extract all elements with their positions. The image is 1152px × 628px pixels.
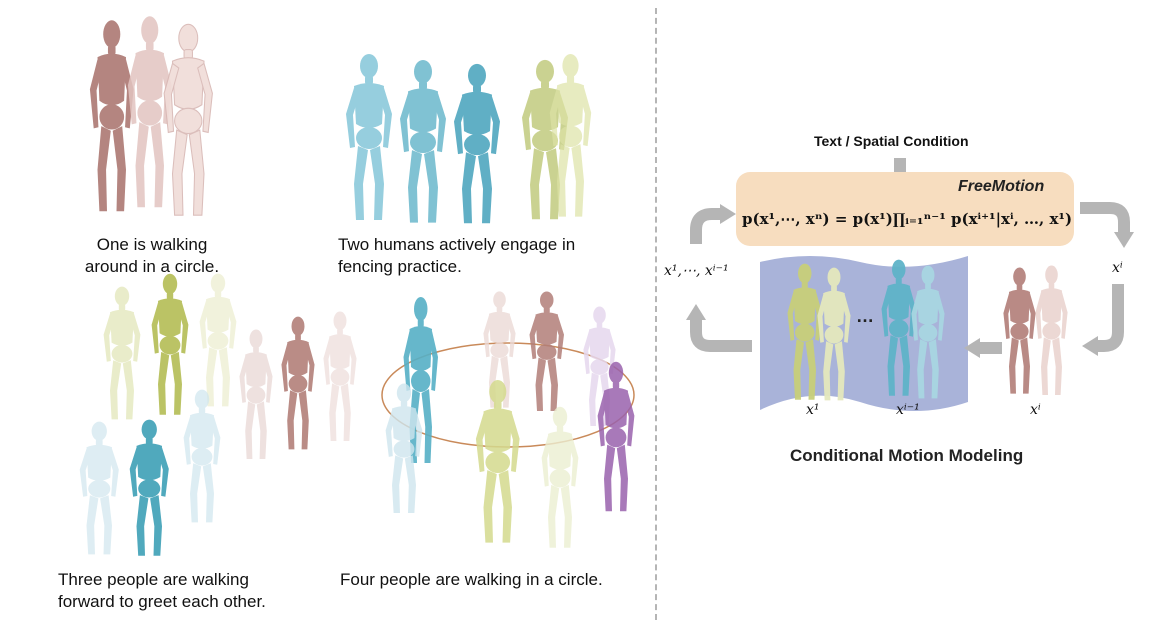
model-name: FreeMotion: [958, 178, 1045, 195]
arrow-to-new-head: [1082, 336, 1098, 356]
panel4-caption-line1: Four people are walking in a circle.: [340, 570, 603, 589]
panel3-figures: [79, 273, 357, 556]
current-motion-label: xⁱ: [1112, 260, 1123, 276]
motion-pool-panel: [760, 256, 968, 411]
motion-examples-figure: [79, 16, 635, 556]
new-figures: [1003, 265, 1068, 396]
arrow-to-pool-head: [964, 338, 980, 358]
factorization-formula: p(x¹,⋯, xⁿ) = p(x¹)∏ᵢ₌₁ⁿ⁻¹ p(xⁱ⁺¹|xⁱ, …,…: [742, 210, 1073, 228]
panel2-caption-line2: fencing practice.: [338, 257, 462, 276]
pool-ellipsis: …: [856, 306, 874, 326]
panel4-figures: [381, 291, 635, 548]
pool-figures: [787, 259, 945, 401]
panel2-caption: Two humans actively engage in fencing pr…: [338, 234, 575, 278]
panel1-figures: [89, 16, 213, 216]
diagram-title: Conditional Motion Modeling: [790, 446, 1024, 465]
new-motion-label: xⁱ: [1030, 402, 1041, 418]
arrow-to-xi-head: [1114, 232, 1134, 248]
dashed-divider: [655, 8, 657, 620]
panel1-caption-line1: One is walking: [96, 235, 208, 254]
panel3-caption: Three people are walking forward to gree…: [58, 569, 266, 613]
panel1-caption: One is walking around in a circle.: [52, 234, 252, 278]
panel2-caption-line1: Two humans actively engage in: [338, 235, 576, 254]
panel4-caption: Four people are walking in a circle.: [340, 569, 603, 591]
panel3-caption-line1: Three people are walking: [58, 570, 249, 589]
panel1-caption-line2: around in a circle.: [84, 257, 220, 276]
arrow-to-xi: [1080, 202, 1130, 234]
arrow-up-head: [686, 304, 706, 320]
pool-label-last: xⁱ⁻¹: [896, 402, 920, 418]
condition-label: Text / Spatial Condition: [814, 133, 969, 149]
panel2-figures: [346, 53, 592, 224]
condition-arrow: [886, 158, 914, 186]
prev-motions-label: x¹,⋯, xⁱ⁻¹: [664, 263, 729, 279]
panel3-caption-line2: forward to greet each other.: [58, 592, 266, 611]
pool-label-first: x¹: [806, 402, 820, 418]
arrow-to-box-head: [720, 204, 736, 224]
